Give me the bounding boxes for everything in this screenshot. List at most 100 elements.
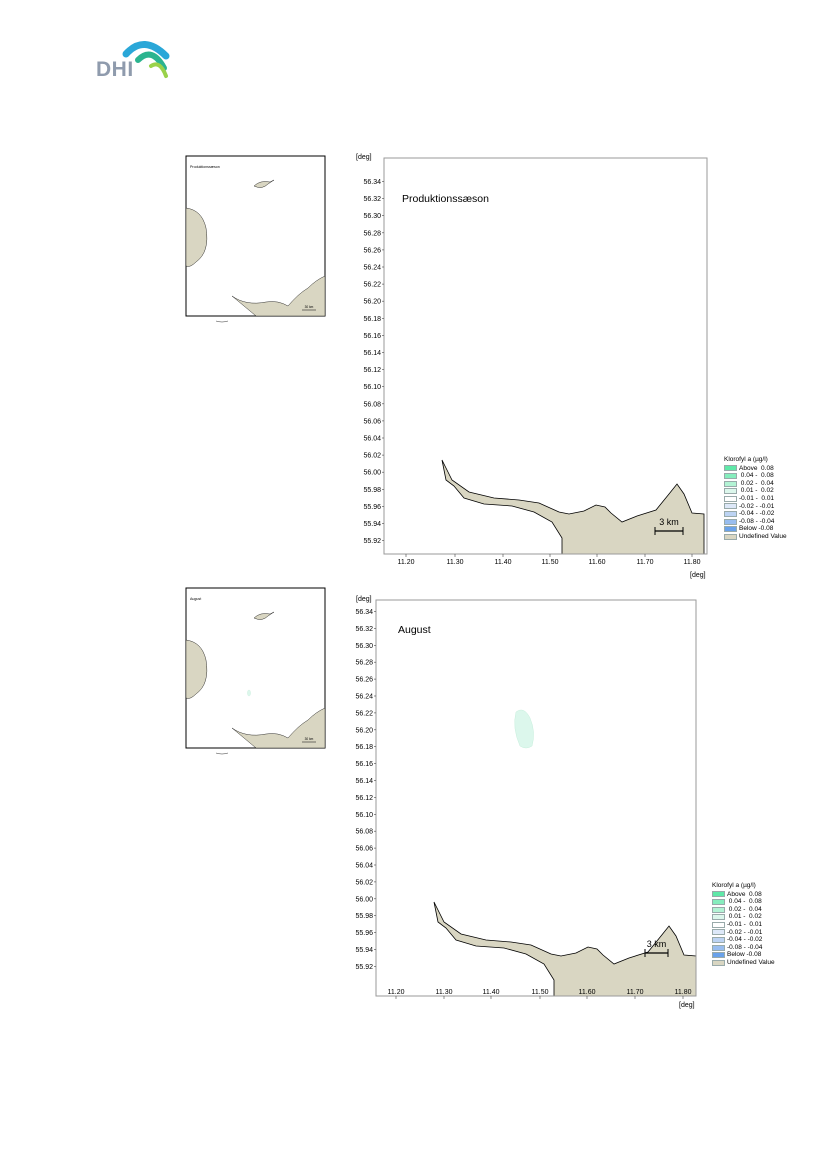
- lon-tick-label: 11.50: [532, 989, 549, 996]
- lon-tick-label: 11.40: [495, 559, 512, 566]
- lat-tick-label: 56.22: [363, 282, 381, 289]
- map-panel-august: August 56.34 56.32 56.30 56.28 56.26 56.24 56.2…: [0, 580, 827, 1010]
- legend-label: 0.02 - 0.04: [727, 905, 762, 913]
- lon-tick-label: 11.20: [398, 559, 415, 566]
- lon-tick-label: 11.30: [436, 989, 453, 996]
- legend-item: -0.08 - -0.04: [712, 944, 775, 952]
- lat-tick-label: 56.00: [355, 896, 373, 903]
- legend-swatch: [724, 472, 737, 479]
- inset-land: [231, 275, 326, 317]
- legend-swatch: [724, 495, 737, 502]
- lat-tick-label: 56.08: [363, 401, 381, 408]
- inset-scale-label: 30 km: [305, 305, 314, 309]
- inset-land: [185, 207, 208, 267]
- lon-tick-label: 11.60: [589, 559, 606, 566]
- lat-tick-label: 56.02: [363, 453, 381, 460]
- inset-map: Produktionssæson 30 km: [185, 155, 326, 323]
- lat-tick-label: 56.04: [355, 863, 373, 870]
- lat-tick-label: 56.32: [363, 196, 381, 203]
- legend-label: Below -0.08: [727, 951, 762, 959]
- chlorophyll-patch: [514, 709, 534, 749]
- inset-island: [253, 179, 275, 188]
- inset-coast: [215, 320, 229, 323]
- lat-tick-label: 56.04: [363, 436, 381, 443]
- legend-label: -0.04 - -0.02: [739, 510, 775, 518]
- legend-item: Below -0.08: [724, 525, 787, 533]
- legend-swatch: [724, 518, 737, 525]
- lat-tick-label: 56.08: [355, 829, 373, 836]
- legend-item: 0.01 - 0.02: [712, 913, 775, 921]
- lat-tick-label: 56.26: [355, 677, 373, 684]
- legend-swatch: [724, 488, 737, 495]
- legend-swatch: [724, 533, 737, 540]
- map-svg: Produktionssæson 56.34 56.32 56.30 56.28 56.2…: [185, 154, 708, 579]
- legend-item: 0.04 - 0.08: [724, 472, 787, 480]
- lat-tick-label: 56.34: [355, 609, 373, 616]
- legend-swatch: [712, 959, 725, 966]
- legend-swatch: [712, 944, 725, 951]
- legend-label: 0.04 - 0.08: [739, 472, 774, 480]
- legend-item: 0.02 - 0.04: [712, 906, 775, 914]
- legend-label: Below -0.08: [739, 525, 774, 533]
- legend-swatch: [724, 480, 737, 487]
- legend-swatch: [712, 898, 725, 905]
- legend-item: -0.04 - -0.02: [724, 510, 787, 518]
- lat-tick-label: 56.30: [363, 213, 381, 220]
- lat-tick-label: 56.18: [355, 744, 373, 751]
- legend-item: -0.04 - -0.02: [712, 936, 775, 944]
- legend-item: Above 0.08: [712, 891, 775, 899]
- legend-swatch: [712, 906, 725, 913]
- legend-swatch: [712, 929, 725, 936]
- legend-item: -0.01 - 0.01: [712, 921, 775, 929]
- lat-tick-label: 55.96: [355, 930, 373, 937]
- lat-tick-label: 56.16: [363, 333, 381, 340]
- lon-unit-label: [deg]: [690, 572, 706, 579]
- lat-tick-label: 56.24: [355, 694, 373, 701]
- lat-tick-label: 56.12: [363, 367, 381, 374]
- inset-coast: [215, 752, 229, 755]
- legend-item: 0.04 - 0.08: [712, 898, 775, 906]
- legend-label: Undefined Value: [739, 532, 787, 540]
- legend: Klorofyl a (µg/l) Above 0.08 0.04 - 0.08 …: [724, 456, 787, 541]
- lat-unit-label: [deg]: [356, 154, 372, 161]
- lat-tick-label: 55.94: [363, 521, 381, 528]
- legend-swatch: [712, 914, 725, 921]
- legend-item: Below -0.08: [712, 951, 775, 959]
- dhi-logo: DHI: [96, 38, 176, 84]
- legend-swatch: [712, 891, 725, 898]
- inset-frame: [185, 587, 326, 749]
- map-panel-produktionssaeson: Produktionssæson 56.34 56.32 56.30 56.28 56.2…: [0, 150, 827, 580]
- legend-swatch: [724, 526, 737, 533]
- lat-tick-label: 56.16: [355, 761, 373, 768]
- lat-tick-label: 56.14: [363, 350, 381, 357]
- legend-label: -0.04 - -0.02: [727, 936, 763, 944]
- legend-item: Undefined Value: [712, 959, 775, 967]
- lon-tick-label: 11.70: [627, 989, 644, 996]
- legend-item: -0.08 - -0.04: [724, 518, 787, 526]
- inset-land: [185, 639, 208, 699]
- lat-tick-label: 56.26: [363, 247, 381, 254]
- land-area: [441, 459, 705, 555]
- legend-swatch: [712, 952, 725, 959]
- legend-label: 0.02 - 0.04: [739, 479, 774, 487]
- lat-tick-label: 55.98: [355, 913, 373, 920]
- lat-tick-label: 56.20: [355, 727, 373, 734]
- lat-tick-label: 56.06: [355, 846, 373, 853]
- lat-tick-label: 56.22: [355, 710, 373, 717]
- legend-item: -0.02 - -0.01: [724, 503, 787, 511]
- lat-tick-label: 56.10: [355, 812, 373, 819]
- lat-tick-label: 56.00: [363, 470, 381, 477]
- legend-item: Above 0.08: [724, 465, 787, 473]
- lat-tick-label: 55.96: [363, 504, 381, 511]
- legend-item: 0.02 - 0.04: [724, 480, 787, 488]
- legend-item: Undefined Value: [724, 533, 787, 541]
- lat-tick-label: 56.32: [355, 626, 373, 633]
- legend-label: -0.01 - 0.01: [727, 920, 763, 928]
- legend-label: -0.08 - -0.04: [739, 517, 775, 525]
- legend-swatch: [724, 503, 737, 510]
- lon-unit-label: [deg]: [679, 1002, 695, 1009]
- lat-tick-label: 56.30: [355, 643, 373, 650]
- lon-tick-label: 11.60: [579, 989, 596, 996]
- legend-label: 0.01 - 0.02: [727, 913, 762, 921]
- lon-tick-label: 11.50: [542, 559, 559, 566]
